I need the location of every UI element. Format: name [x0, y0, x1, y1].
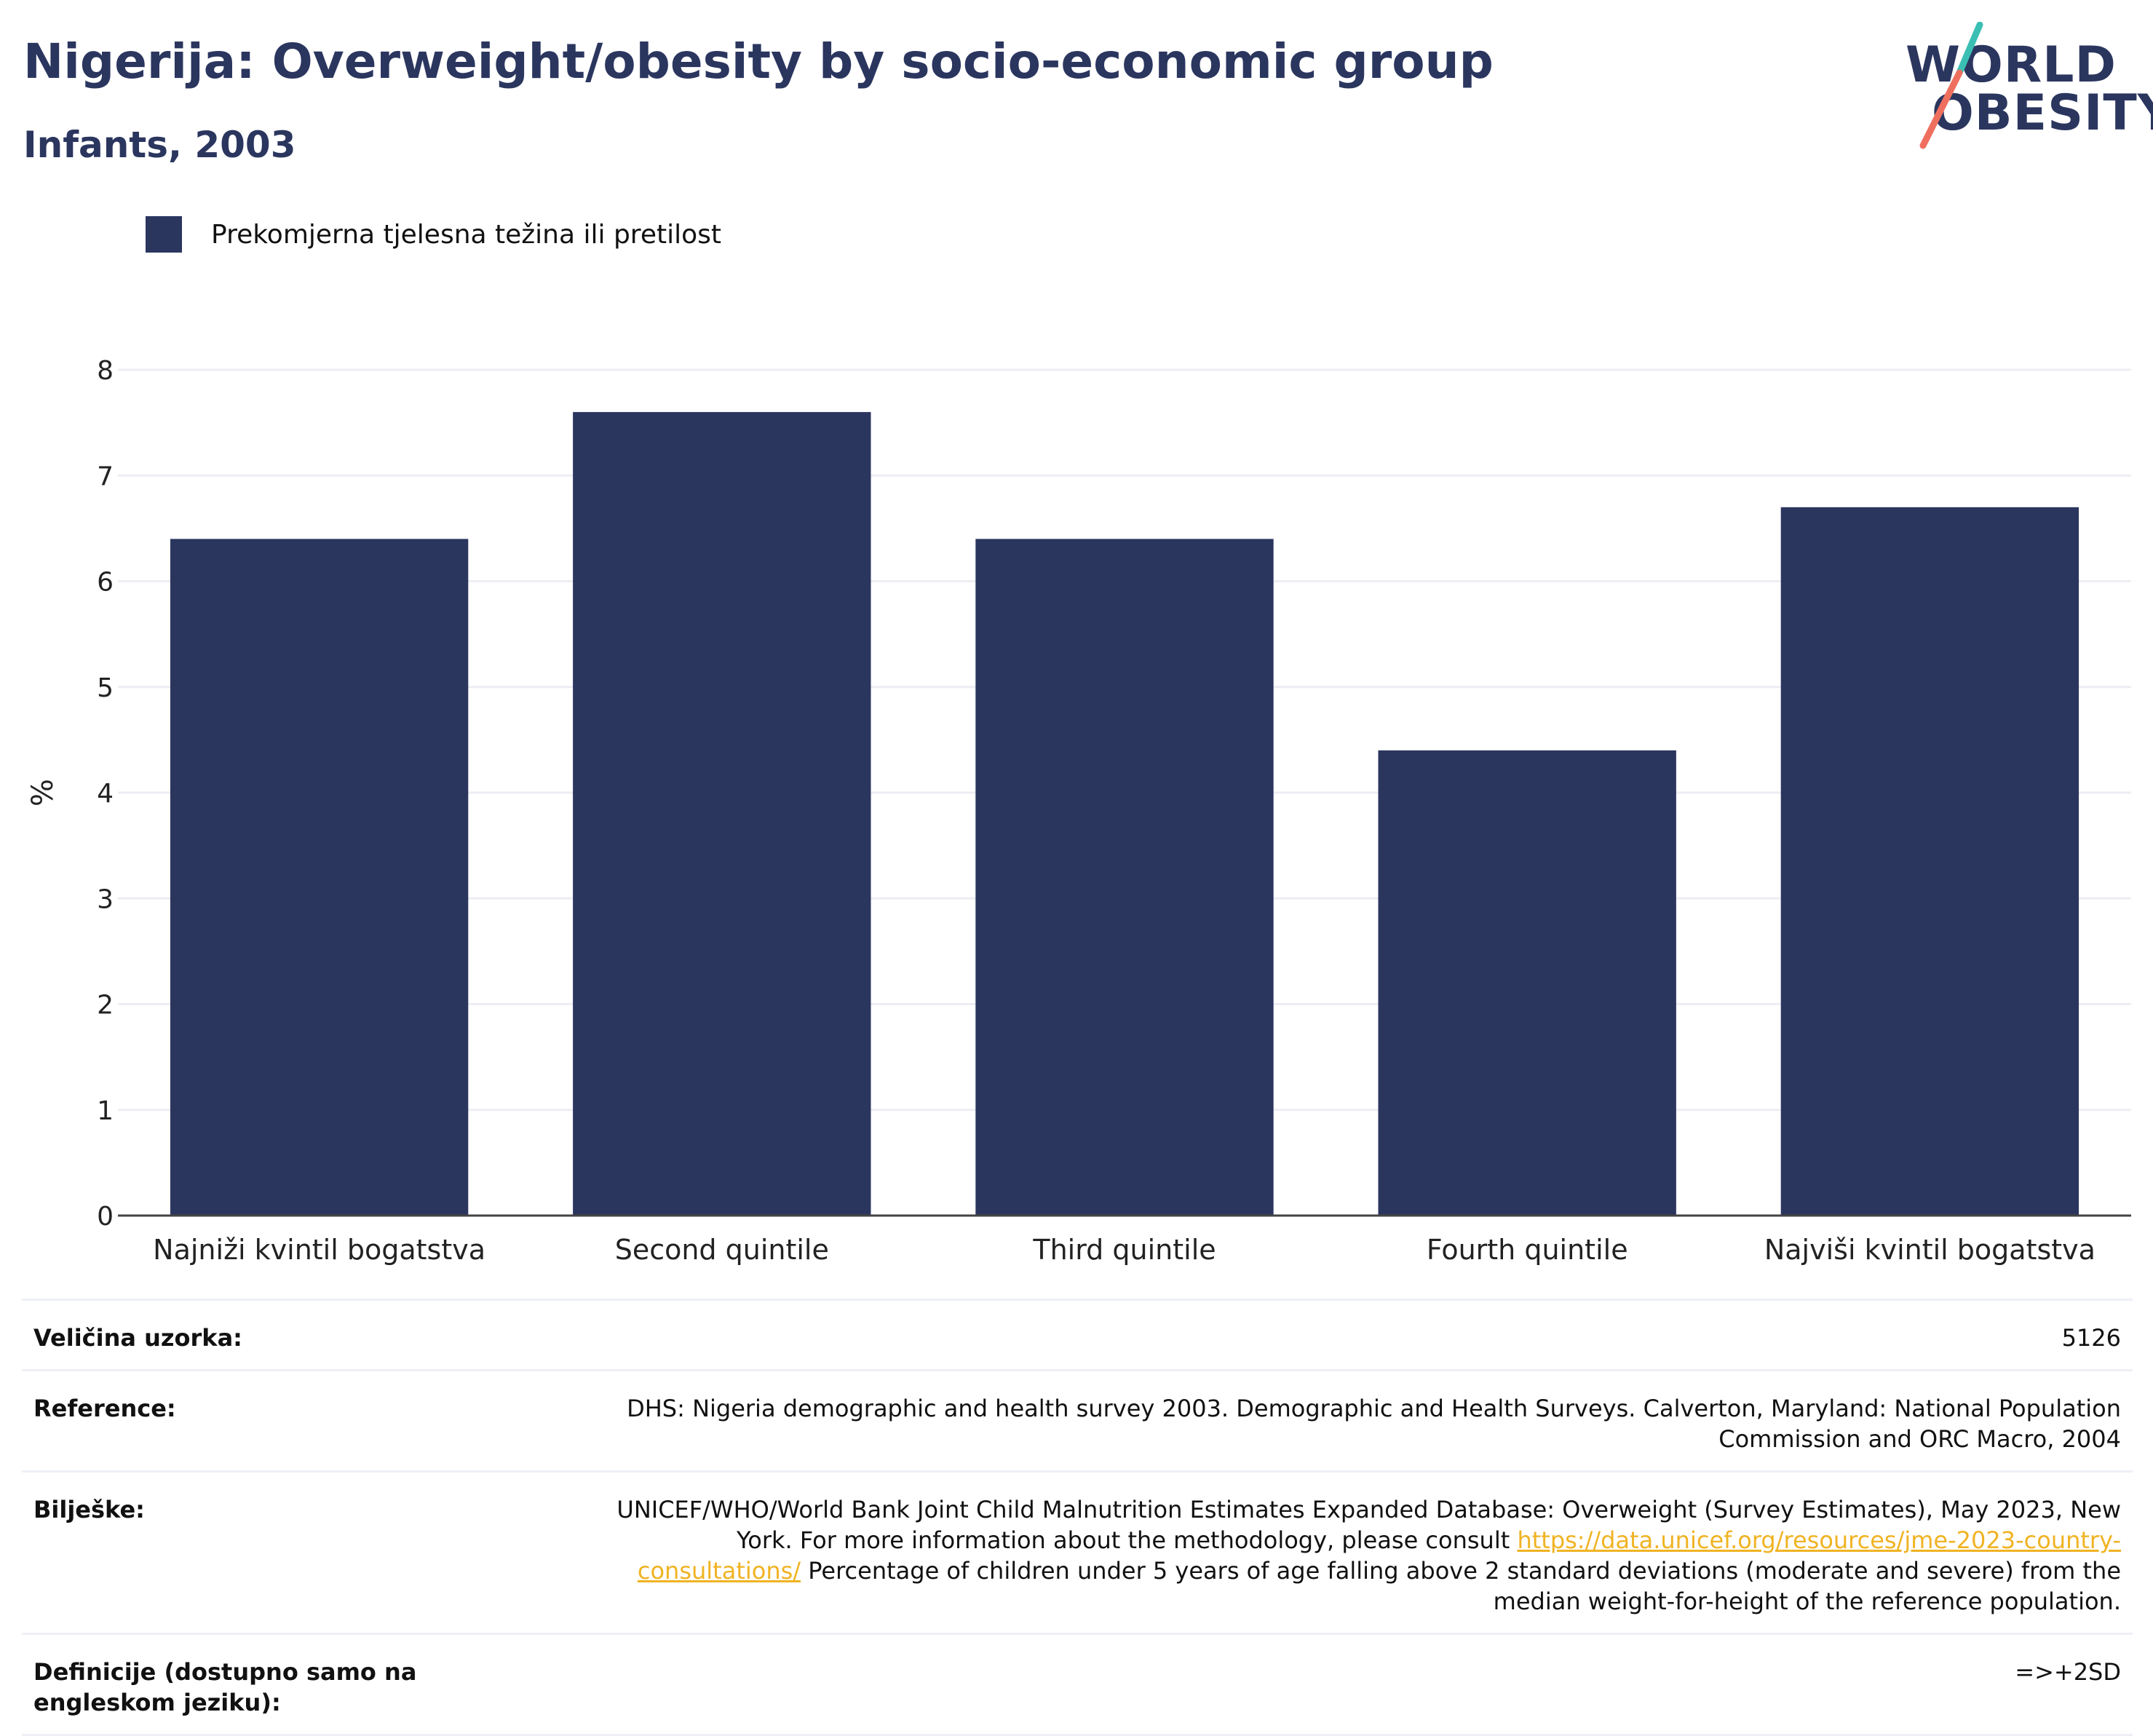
definitions-value: =>+2SD [2015, 1658, 2121, 1686]
notes-value: UNICEF/WHO/World Bank Joint Child Malnut… [616, 1494, 2121, 1617]
reference-value: DHS: Nigeria demographic and health surv… [627, 1395, 2121, 1453]
y-tick-label: 6 [97, 568, 114, 598]
y-tick-label: 0 [97, 1202, 114, 1232]
info-table: Veličina uzorka: 5126 Reference: DHS: Ni… [22, 1299, 2133, 1736]
chart-title: Nigerija: Overweight/obesity by socio-ec… [23, 33, 1494, 90]
x-tick-label: Najniži kvintil bogatstva [153, 1234, 485, 1266]
info-row-definitions: Definicije (dostupno samo na engleskom j… [22, 1633, 2133, 1736]
sample-size-value: 5126 [2061, 1324, 2121, 1352]
chart-subtitle: Infants, 2003 [23, 124, 296, 166]
legend-swatch [146, 216, 182, 253]
x-tick-label: Najviši kvintil bogatstva [1764, 1234, 2095, 1266]
y-tick-label: 3 [97, 884, 114, 914]
y-tick-label: 1 [97, 1096, 114, 1126]
info-row-notes: Bilješke: UNICEF/WHO/World Bank Joint Ch… [22, 1470, 2133, 1633]
bar-chart: 0 1 2 3 4 5 6 7 8% Najniži kvintil bogatstva Secon… [26, 356, 2131, 1266]
info-row-reference: Reference: DHS: Nigeria demographic and … [22, 1369, 2133, 1470]
logo-text-world: WORLD [1906, 36, 2117, 94]
info-row-sample-size: Veličina uzorka: 5126 [22, 1299, 2133, 1369]
bar [975, 539, 1274, 1216]
legend-label: Prekomjerna tjelesna težina ili pretilos… [211, 219, 721, 250]
sample-size-label: Veličina uzorka: [33, 1324, 242, 1352]
methodology-link[interactable]: https://data.unicef.org/resources/jme-20… [637, 1526, 2121, 1585]
x-tick-label: Third quintile [1032, 1234, 1216, 1266]
x-tick-label: Fourth quintile [1427, 1234, 1628, 1266]
y-tick-label: 7 [97, 461, 114, 491]
bar [1378, 750, 1676, 1216]
x-tick-label: Second quintile [615, 1234, 829, 1266]
bar [573, 412, 871, 1216]
notes-text-before: UNICEF/WHO/World Bank Joint Child Malnut… [616, 1496, 2121, 1554]
legend: Prekomjerna tjelesna težina ili pretilos… [146, 215, 721, 253]
definitions-label: Definicije (dostupno samo na engleskom j… [33, 1658, 417, 1716]
y-tick-label: 8 [97, 356, 114, 386]
logo-slash-icon [1919, 22, 1983, 149]
logo-text-obesity: OBESITY [1932, 84, 2153, 142]
bar [1780, 507, 2079, 1216]
y-axis-label: % [26, 779, 60, 806]
reference-label: Reference: [33, 1395, 176, 1422]
notes-label: Bilješke: [33, 1496, 145, 1523]
notes-text-after: Percentage of children under 5 years of … [801, 1557, 2121, 1615]
y-tick-label: 5 [97, 673, 114, 703]
y-tick-label: 4 [97, 779, 114, 809]
y-tick-label: 2 [97, 991, 114, 1020]
bar [170, 539, 469, 1216]
world-obesity-logo: WORLD OBESITY [1900, 22, 2153, 153]
